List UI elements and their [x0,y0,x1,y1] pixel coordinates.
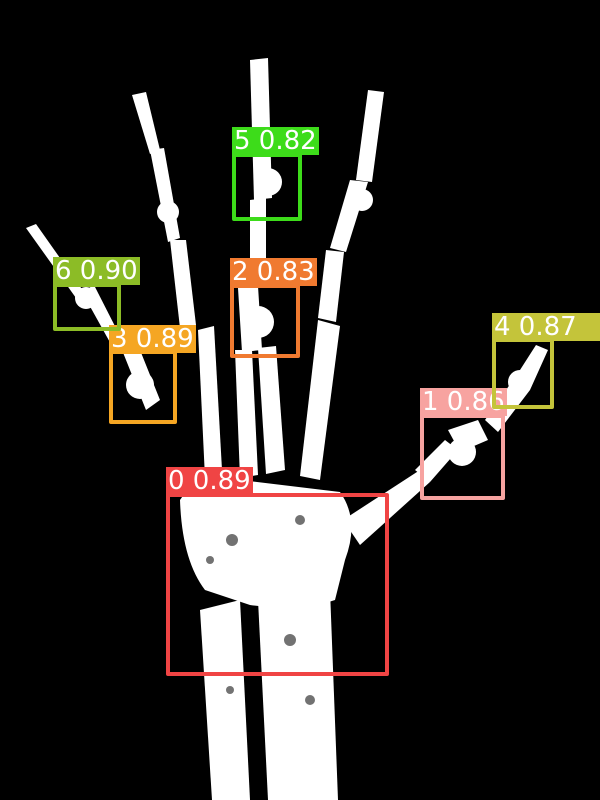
detection-label-6: 6 0.90 [53,256,140,286]
detection-box-5 [232,153,302,221]
detection-label-3: 3 0.89 [109,324,196,354]
detection-box-4 [492,338,554,409]
detection-box-0 [166,493,389,676]
detection-label-5: 5 0.82 [232,126,319,156]
detection-label-0: 0 0.89 [166,466,253,496]
detection-box-3 [109,350,177,424]
detection-label-2: 2 0.83 [230,257,317,287]
detection-box-2 [230,284,300,358]
detection-box-6 [53,283,121,331]
detection-label-4: 4 0.87 [492,313,600,341]
detection-box-1 [420,414,505,500]
